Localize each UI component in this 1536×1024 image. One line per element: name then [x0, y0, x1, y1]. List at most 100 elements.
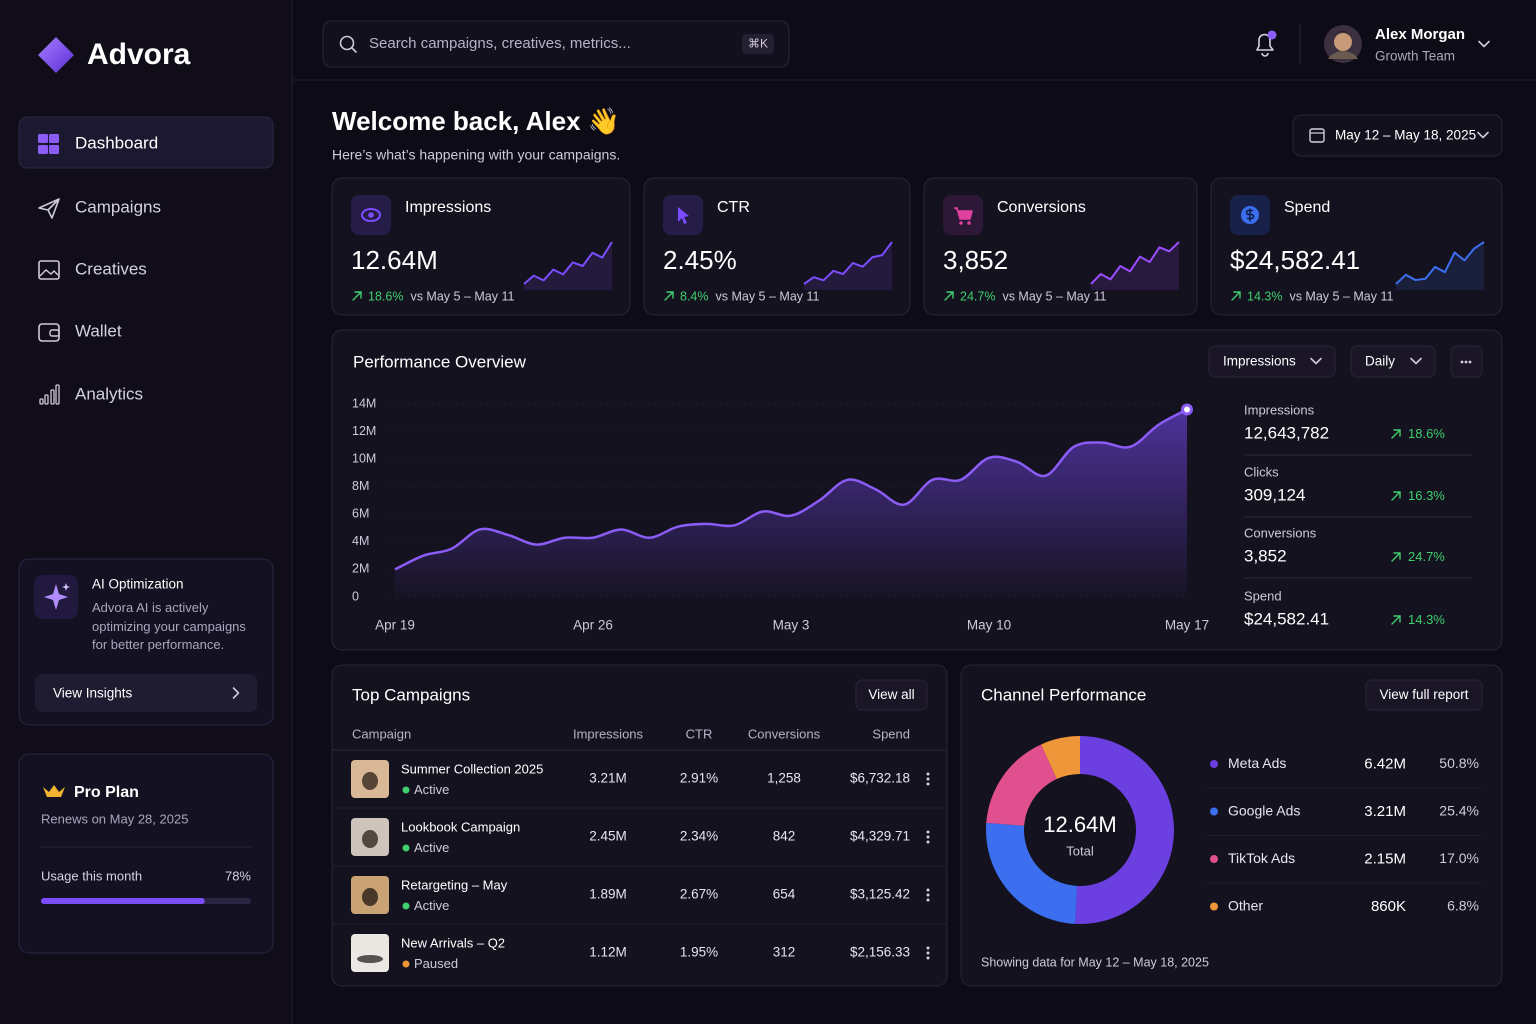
search-placeholder: Search campaigns, creatives, metrics...: [369, 35, 631, 52]
x-tick-label: May 3: [773, 618, 810, 633]
kpi-title: Spend: [1284, 199, 1330, 216]
x-tick-label: Apr 26: [573, 618, 613, 633]
kpi-icon: [1245, 208, 1255, 222]
chevron-icon: [1410, 357, 1422, 365]
chevron-icon: [1478, 40, 1490, 48]
stat-value: 12,643,782: [1244, 423, 1329, 442]
area-fill: [395, 409, 1187, 597]
user-team: Growth Team: [1375, 49, 1455, 64]
brand: Advora: [87, 38, 191, 71]
more-dot: [1464, 360, 1468, 364]
status-dot: [402, 902, 410, 910]
kpi-card: [1210, 177, 1503, 316]
ai-button[interactable]: [35, 674, 257, 712]
crown-icon: [43, 785, 65, 797]
date-range-button[interactable]: [1292, 114, 1503, 157]
full-report-label: View full report: [1379, 687, 1468, 702]
status-dot: [402, 786, 410, 794]
campaign-name: New Arrivals – Q2: [401, 935, 505, 950]
nav-item[interactable]: Analytics: [75, 384, 143, 403]
campaign-name: Retargeting – May: [401, 877, 508, 892]
ai-card-text: Advora AI is actively optimizing your ca…: [92, 600, 246, 652]
stat-label: Clicks: [1244, 464, 1279, 479]
y-tick-label: 8M: [352, 479, 369, 493]
trend-up-icon: [1391, 552, 1401, 562]
row-menu-dot: [926, 830, 930, 834]
legend-name: Meta Ads: [1228, 755, 1286, 771]
usage-label: Usage this month: [41, 868, 142, 883]
trend-up-icon: [944, 291, 954, 301]
nav-item[interactable]: Creatives: [75, 259, 147, 278]
chevron-icon: [1477, 131, 1489, 139]
campaign-impressions: 1.12M: [589, 945, 627, 960]
campaign-spend: $3,125.42: [850, 887, 910, 902]
trend-up-icon: [1391, 615, 1401, 625]
card-title: Performance Overview: [353, 352, 527, 371]
plan-renews: Renews on May 28, 2025: [41, 811, 188, 826]
performance-card: [331, 329, 1503, 651]
kpi-icon: [954, 207, 973, 220]
kpi-icon: [361, 208, 381, 222]
kpi-value: $24,582.41: [1230, 245, 1360, 275]
search-icon: [339, 35, 355, 51]
donut-total-label: Total: [1066, 843, 1094, 858]
row-menu-dot: [926, 840, 930, 844]
row-menu[interactable]: [926, 772, 930, 786]
card-title: Channel Performance: [981, 685, 1146, 704]
nav-icon: [44, 394, 49, 405]
donut-slice: [986, 822, 1078, 924]
nav-item[interactable]: Dashboard: [75, 133, 158, 152]
legend-value: 3.21M: [1364, 803, 1406, 820]
search-box[interactable]: [322, 20, 790, 68]
campaign-name: Summer Collection 2025: [401, 761, 543, 776]
campaign-status: Active: [414, 898, 449, 913]
more-dot: [1468, 360, 1472, 364]
trend-up-icon: [1231, 291, 1241, 301]
kpi-change: 24.7%: [960, 289, 995, 303]
more-dot: [1460, 360, 1464, 364]
view-all-button[interactable]: [855, 679, 928, 711]
y-tick-label: 10M: [352, 451, 376, 465]
stat-value: 309,124: [1244, 485, 1305, 504]
kpi-card: [331, 177, 631, 316]
shortcut-badge: [742, 34, 774, 54]
view-all-label: View all: [868, 687, 914, 702]
campaign-conversions: 312: [773, 945, 796, 960]
column-header: Campaign: [352, 726, 411, 741]
legend-value: 860K: [1371, 898, 1406, 915]
nav-active-bg: [18, 116, 274, 169]
y-tick-label: 12M: [352, 424, 376, 438]
row-menu[interactable]: [926, 946, 930, 960]
notification-dot: [1267, 30, 1277, 40]
kpi-compare: vs May 5 – May 11: [716, 289, 820, 303]
nav-icon: [49, 145, 59, 154]
kpi-compare: vs May 5 – May 11: [1289, 289, 1393, 303]
stat-label: Conversions: [1244, 525, 1317, 540]
kpi-title: CTR: [717, 199, 750, 216]
column-header: CTR: [686, 726, 713, 741]
y-tick-label: 0: [352, 589, 359, 603]
plan-card: [18, 753, 274, 954]
campaign-thumbnail: [351, 934, 389, 972]
x-tick-label: May 10: [967, 618, 1011, 633]
sparkline: [1395, 241, 1485, 285]
nav-item[interactable]: Campaigns: [75, 197, 161, 216]
period-dropdown[interactable]: [1350, 345, 1436, 378]
nav-icon: [49, 134, 59, 143]
row-menu[interactable]: [926, 888, 930, 902]
campaign-ctr: 2.34%: [680, 829, 718, 844]
end-point: [1181, 403, 1193, 416]
metric-dropdown[interactable]: [1208, 345, 1336, 378]
nav-item[interactable]: Wallet: [75, 321, 122, 340]
campaign-status: Paused: [414, 956, 458, 971]
campaign-spend: $2,156.33: [850, 945, 910, 960]
bell-icon[interactable]: [1256, 33, 1274, 57]
y-tick-label: 2M: [352, 562, 369, 576]
full-report-button[interactable]: [1365, 679, 1483, 711]
donut-slice: [1075, 736, 1175, 924]
nav-icon: [55, 384, 60, 405]
metric-dropdown-label: Impressions: [1223, 354, 1296, 369]
row-menu[interactable]: [926, 830, 930, 844]
column-header: Impressions: [573, 726, 644, 741]
